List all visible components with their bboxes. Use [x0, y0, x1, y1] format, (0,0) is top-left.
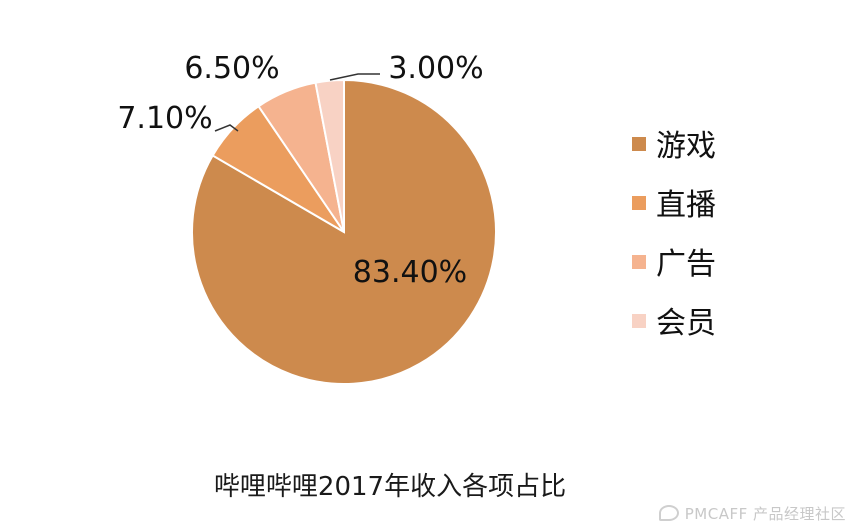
slice-label-2: 7.10% [117, 101, 212, 136]
legend-swatch-1 [632, 137, 646, 151]
watermark-text: PMCAFF 产品经理社区 [684, 505, 846, 523]
slice-label-3: 6.50% [184, 51, 279, 86]
legend-label-3: 广告 [656, 247, 716, 282]
legend-label-4: 会员 [656, 306, 716, 341]
slice-label-4: 3.00% [388, 51, 483, 86]
legend-swatch-3 [632, 255, 646, 269]
watermark: PMCAFF 产品经理社区 [658, 503, 846, 524]
legend-swatch-2 [632, 196, 646, 210]
legend-label-1: 游戏 [656, 129, 716, 164]
chart-caption: 哔哩哔哩2017年收入各项占比 [213, 472, 567, 502]
leader-line-2 [214, 124, 239, 132]
wechat-icon [658, 505, 679, 521]
leader-line-4 [329, 73, 380, 81]
pie-slice-4 [314, 78, 345, 233]
legend-label-2: 直播 [656, 188, 716, 223]
slice-label-1: 83.40% [353, 255, 467, 290]
legend-swatch-4 [632, 314, 646, 328]
